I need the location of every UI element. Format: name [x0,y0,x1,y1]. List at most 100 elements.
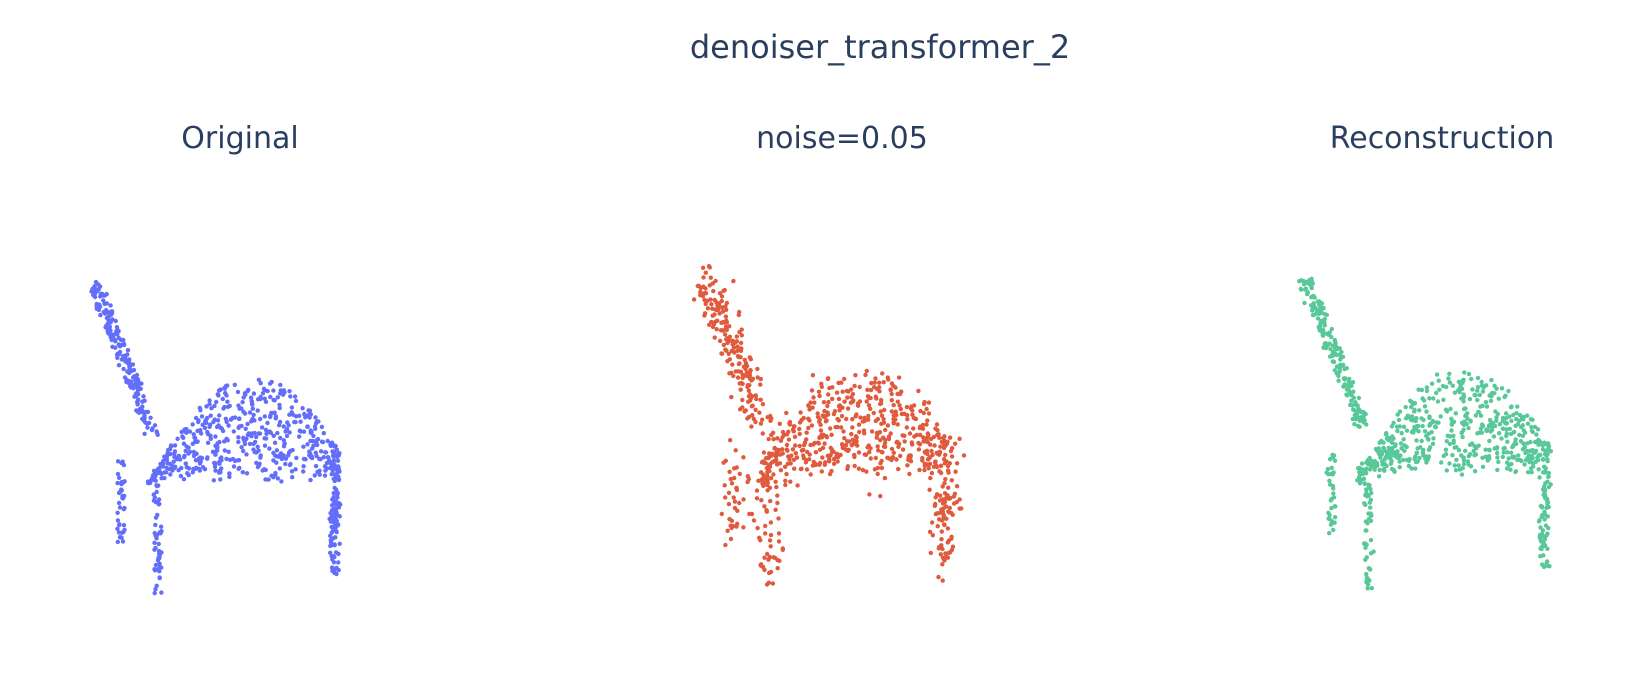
scatter-point [256,462,262,468]
scatter-point [247,441,253,447]
scatter-point [1399,446,1404,451]
scatter-point [825,403,830,409]
scatter-point [1391,420,1396,426]
scatter-point [1342,366,1347,372]
scatter-point [727,469,732,474]
scatter-point [1520,433,1526,438]
scatter-point [328,550,333,555]
scatter-point [1348,402,1353,408]
scatter-point [117,522,122,527]
scatter-point [831,457,837,462]
scatter-point [1462,370,1467,375]
scatter-point [792,424,797,429]
scatter-point [1503,411,1509,416]
scatter-point [949,536,954,541]
scatter-point [1421,447,1426,453]
scatter-point [215,418,221,423]
scatter-point [277,466,282,471]
scatter-point [1356,406,1361,412]
scatter-point [1480,455,1485,460]
scatter-point [723,495,728,500]
scatter-point [177,457,183,462]
scatter-point [1327,478,1332,483]
scatter-point [771,472,776,477]
scatter-point [1486,454,1492,459]
scatter-point [1429,381,1435,386]
scatter-point [247,410,253,415]
scatter-point [1301,282,1307,287]
scatter-point [928,442,933,447]
scatter-point [239,445,244,450]
scatter-point [732,475,737,481]
scatter-point [258,381,263,386]
scatter-point [335,491,340,496]
scatter-point [235,458,241,463]
scatter-point [1363,411,1368,417]
scatter-point [256,377,262,382]
scatter-point [940,484,945,489]
scatter-point [835,424,840,430]
scatter-point [735,375,741,380]
scatter-point [1478,404,1483,409]
scatter-point [1522,430,1528,435]
scatter-point [1477,430,1482,435]
scatter-point [221,406,226,411]
scatter-point [818,428,824,433]
scatter-point [1434,390,1439,396]
scatter-point [751,518,757,523]
scatter-point [954,461,960,466]
scatter-point [735,348,740,353]
scatter-point [123,359,128,364]
scatter-point [813,450,819,455]
scatter-point [248,395,254,400]
scatter-point [703,301,708,307]
scatter-point [1524,413,1530,418]
scatter-point [1384,431,1389,436]
scatter-point [826,392,831,397]
scatter-point [237,406,242,411]
scatter-point [211,419,216,425]
scatter-point [1460,465,1466,471]
scatter-point [328,519,334,524]
scatter-point [943,452,948,458]
scatter-point [308,438,313,444]
scatter-point [1342,382,1348,387]
scatter-point [1441,453,1447,459]
scatter-point [836,418,841,423]
scatter-point [1403,404,1408,410]
scatter-point [330,464,335,469]
scatter-point [1450,453,1455,458]
scatter-point [190,422,195,427]
scatter-point [215,441,220,446]
scatter-point [115,510,120,515]
scatter-point [195,428,200,434]
scatter-point [1309,303,1314,308]
scatter-point [729,481,735,486]
scatter-point [954,499,959,505]
scatter-point [947,510,952,515]
scatter-point [1306,281,1312,286]
scatter-point [259,425,265,430]
scatter-point [1457,389,1462,395]
scatter-point [305,424,310,429]
scatter-point [805,449,810,455]
scatter-point [850,417,855,422]
scatter-point [150,475,155,481]
scatter-point [806,425,811,431]
scatter-point [320,439,326,445]
scatter-point [1522,462,1527,467]
scatter-point [1369,490,1374,496]
scatter-point [179,465,184,471]
scatter-point [787,421,792,426]
scatter-point [727,357,732,362]
scatter-point [1479,422,1485,427]
scatter-point [738,355,743,360]
scatter-point [267,414,273,420]
scatter-point [790,427,796,432]
scatter-point [940,501,946,506]
scatter-point [333,502,338,507]
scatter-point [1545,457,1550,462]
scatter-point [151,498,157,503]
scatter-point [1334,364,1340,369]
